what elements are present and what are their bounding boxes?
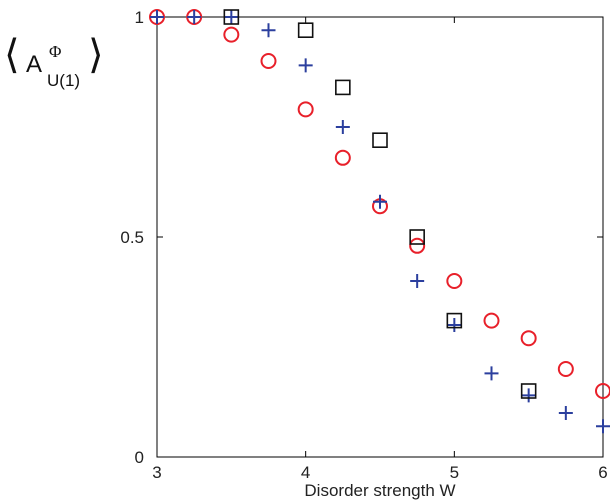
y-tick-label-1: 0.5 — [120, 228, 144, 247]
x-tick-label-0: 3 — [152, 463, 161, 482]
data-marks — [149, 9, 610, 434]
series-square — [223, 9, 537, 399]
tick-labels: 3 4 5 6 0 0.5 1 — [120, 8, 607, 482]
plus-point-6 — [373, 194, 387, 209]
plus-point-5 — [335, 120, 350, 134]
square-point-6 — [520, 383, 537, 399]
circle-point-4 — [297, 101, 314, 118]
y-axis-label: ⟨ A Φ U(1) ⟩ — [4, 32, 104, 90]
plus-point-9 — [484, 366, 499, 381]
square-point-5 — [446, 312, 463, 329]
plus-point-8 — [447, 318, 462, 332]
circle-point-9 — [483, 312, 500, 329]
plus-point-2 — [224, 10, 239, 24]
circle-point-12 — [595, 383, 610, 399]
square-point-1 — [297, 22, 314, 39]
circle-point-7 — [409, 237, 426, 254]
y-tick-label-0: 0 — [135, 448, 144, 467]
circle-point-8 — [446, 273, 463, 289]
plus-point-10 — [521, 388, 536, 403]
y-label-base: A — [26, 51, 42, 78]
circle-point-10 — [520, 330, 537, 347]
y-label-subscript: U(1) — [47, 71, 80, 90]
y-label-superscript: Φ — [49, 42, 61, 61]
plus-point-4 — [298, 58, 313, 73]
plus-point-1 — [187, 10, 202, 24]
x-tick-label-1: 4 — [301, 463, 310, 482]
plus-point-7 — [410, 274, 425, 288]
plus-point-12 — [596, 419, 610, 434]
plus-point-0 — [150, 10, 164, 24]
x-axis-label: Disorder strength W — [304, 481, 455, 500]
square-point-0 — [223, 9, 240, 25]
circle-point-5 — [334, 149, 351, 166]
y-label-left-bracket: ⟨ — [4, 32, 20, 78]
plus-point-11 — [558, 406, 573, 420]
square-point-2 — [335, 79, 351, 96]
x-tick-label-2: 5 — [450, 463, 459, 482]
y-label-right-bracket: ⟩ — [88, 32, 104, 78]
series-plus — [150, 10, 610, 434]
square-point-3 — [372, 132, 388, 148]
circle-point-2 — [223, 26, 240, 43]
circle-point-11 — [557, 361, 574, 377]
circle-point-3 — [260, 53, 277, 69]
square-point-4 — [409, 229, 425, 245]
x-tick-label-3: 6 — [598, 463, 607, 482]
y-tick-label-2: 1 — [135, 8, 144, 27]
plus-point-3 — [261, 23, 276, 38]
